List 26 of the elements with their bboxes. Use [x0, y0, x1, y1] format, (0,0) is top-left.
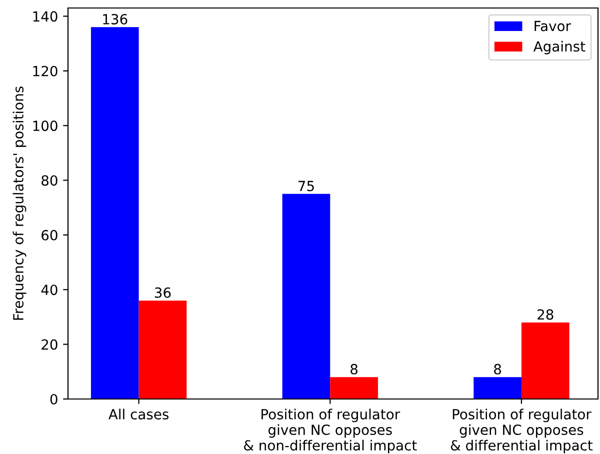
bar — [474, 377, 522, 399]
x-tick-label: Position of regulator given NC opposes & non-differential impact — [244, 408, 417, 454]
y-tick-label: 40 — [41, 284, 58, 296]
bar — [330, 377, 378, 399]
legend-label: Favor — [534, 20, 571, 32]
y-tick-label: 80 — [42, 175, 58, 186]
bar — [90, 27, 139, 399]
data-label: 8 — [350, 364, 358, 374]
legend-label: Against — [533, 40, 586, 54]
data-label: 8 — [494, 364, 502, 374]
y-tick-label: 140 — [33, 11, 58, 22]
bar — [138, 300, 187, 399]
data-label: 36 — [154, 287, 171, 298]
y-tick-label: 120 — [33, 66, 58, 76]
data-label: 28 — [538, 309, 554, 320]
x-tick-label: Position of regulator given NC opposes & differential impact — [450, 408, 593, 454]
y-axis-title: Frequency of regulators' positions — [12, 86, 26, 320]
data-label: 136 — [103, 14, 128, 24]
y-tick-label: 100 — [33, 120, 58, 132]
y-tick-label: 60 — [42, 230, 58, 240]
data-label: 75 — [298, 180, 314, 192]
bar — [282, 194, 330, 399]
y-tick-label: 20 — [42, 339, 58, 350]
y-tick-label: 0 — [50, 394, 58, 404]
bar — [521, 322, 570, 399]
x-tick-label: All cases — [108, 408, 169, 420]
